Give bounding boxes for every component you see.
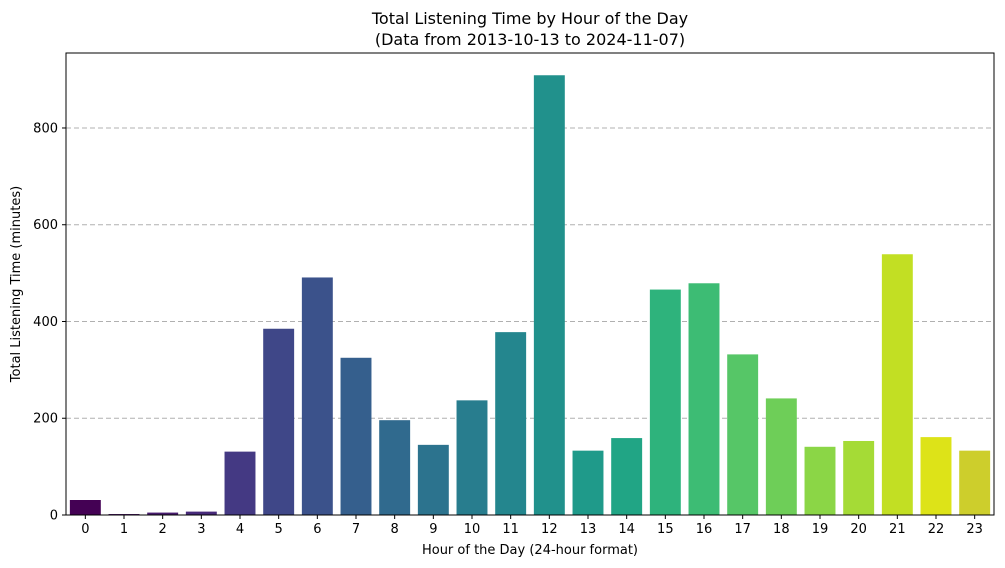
bar-hour-17 xyxy=(727,354,759,515)
bar-hour-3 xyxy=(185,511,217,515)
bar-hour-12 xyxy=(533,75,565,515)
x-axis-ticks: 0 1 2 3 4 5 6 7 8 9 10 11 12 13 14 15 16 17 18 19 20 21 22 23 xyxy=(81,515,983,537)
bar-hour-10 xyxy=(456,400,488,515)
x-tick-label: 2 xyxy=(159,522,167,537)
x-tick-label: 7 xyxy=(352,522,360,537)
bar-hour-8 xyxy=(379,420,411,515)
bar-hour-18 xyxy=(765,398,797,515)
bar-hour-13 xyxy=(572,450,604,515)
bar-hour-9 xyxy=(417,444,449,515)
bar-hour-5 xyxy=(263,328,295,515)
x-tick-label: 17 xyxy=(734,522,751,537)
x-tick-label: 11 xyxy=(502,522,519,537)
x-tick-label: 13 xyxy=(580,522,597,537)
bar-hour-11 xyxy=(495,332,527,515)
x-tick-label: 14 xyxy=(618,522,635,537)
bar-hour-20 xyxy=(843,440,875,515)
y-tick-label: 600 xyxy=(33,218,58,233)
x-tick-label: 22 xyxy=(928,522,945,537)
x-tick-label: 4 xyxy=(236,522,244,537)
bar-hour-7 xyxy=(340,357,372,515)
x-tick-label: 3 xyxy=(197,522,205,537)
x-tick-label: 10 xyxy=(464,522,481,537)
x-tick-label: 18 xyxy=(773,522,790,537)
x-tick-label: 20 xyxy=(850,522,867,537)
bar-hour-2 xyxy=(147,512,179,515)
x-tick-label: 23 xyxy=(966,522,983,537)
y-axis-ticks: 0 200 400 600 800 xyxy=(33,121,66,524)
chart-subtitle: (Data from 2013-10-13 to 2024-11-07) xyxy=(375,30,685,49)
bar-hour-6 xyxy=(301,277,333,515)
x-tick-label: 19 xyxy=(812,522,829,537)
bar-hour-16 xyxy=(688,283,720,515)
x-tick-label: 15 xyxy=(657,522,674,537)
y-axis-label: Total Listening Time (minutes) xyxy=(9,186,24,383)
x-tick-label: 5 xyxy=(275,522,283,537)
x-tick-label: 9 xyxy=(429,522,437,537)
chart-title: Total Listening Time by Hour of the Day xyxy=(371,9,688,28)
bar-hour-22 xyxy=(920,437,952,515)
bar-hour-19 xyxy=(804,446,836,515)
gridlines xyxy=(66,127,994,419)
axes-frame xyxy=(65,52,995,516)
y-tick-label: 400 xyxy=(33,315,58,330)
y-tick-label: 800 xyxy=(33,121,58,136)
bar-hour-15 xyxy=(649,289,681,515)
bar-hour-14 xyxy=(611,438,643,515)
x-tick-label: 1 xyxy=(120,522,128,537)
bar-hour-0 xyxy=(69,500,101,515)
bar-hour-4 xyxy=(224,451,256,515)
bar-hour-23 xyxy=(959,450,991,515)
bar-hour-21 xyxy=(881,254,913,515)
x-tick-label: 21 xyxy=(889,522,906,537)
x-tick-label: 0 xyxy=(81,522,89,537)
plot-frame xyxy=(65,52,995,516)
bars xyxy=(69,75,991,515)
y-tick-label: 0 xyxy=(50,509,58,524)
x-tick-label: 16 xyxy=(696,522,713,537)
y-tick-label: 200 xyxy=(33,412,58,427)
x-axis-label: Hour of the Day (24-hour format) xyxy=(422,543,638,558)
x-tick-label: 6 xyxy=(313,522,321,537)
x-tick-label: 8 xyxy=(391,522,399,537)
x-tick-label: 12 xyxy=(541,522,558,537)
